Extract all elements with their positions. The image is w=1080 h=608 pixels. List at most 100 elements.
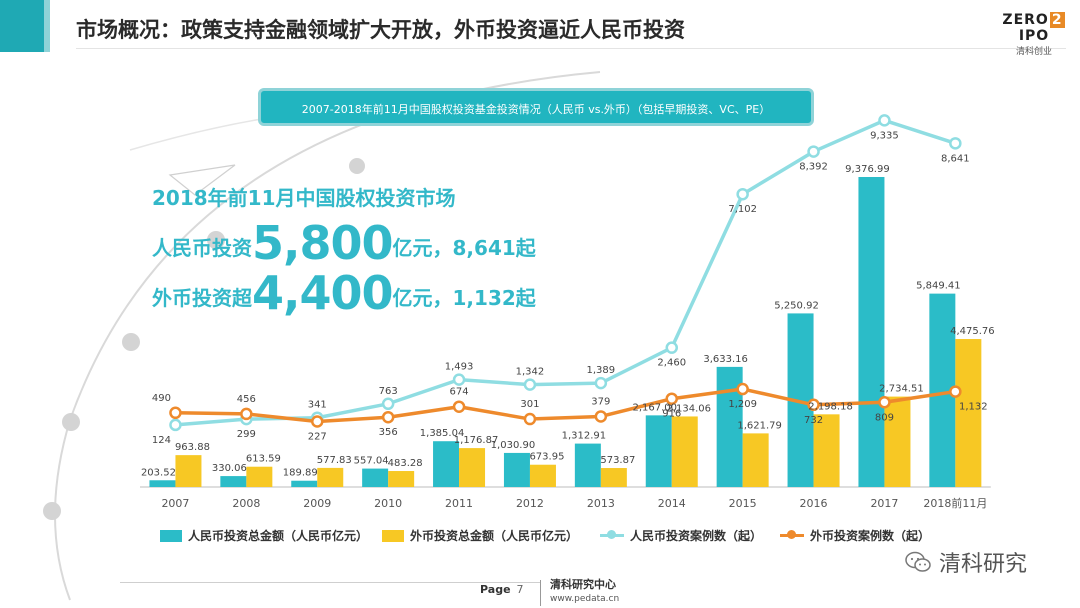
rmb-deals-line [175,118,956,427]
fx-highlight-suffix: 亿元，1,132起 [392,286,536,310]
rmb-deals-point [807,145,820,158]
rmb-deals-point [594,376,608,390]
data-label-fx-deals: 490 [152,393,171,404]
bar-rmb-amount [858,177,885,487]
rmb-highlight-prefix: 人民币投资 [152,236,252,260]
footer-org: 清科研究中心 www.pedata.cn [550,578,619,606]
bar-rmb-amount [433,441,460,487]
bar-fx-amount [600,468,627,487]
data-label-fx-amount: 673.95 [529,452,564,463]
title-accent-bar [0,0,44,52]
fx-deals-point [240,407,253,421]
data-label-fx-deals: 1,132 [959,402,988,413]
bar-rmb-amount [574,443,601,487]
data-label-rmb-deals: 7,102 [728,204,757,215]
bar-rmb-amount [362,468,389,487]
fx-deals-point [807,398,820,412]
data-label-fx-deals: 379 [591,396,610,407]
data-label-fx-amount: 1,621.79 [737,420,782,431]
legend-label-fx-deals: 外币投资案例数（起） [810,529,931,543]
bar-rmb-amount [149,480,176,487]
x-tick-label: 2008 [232,497,260,510]
logo-subtitle: 清科创业 [1015,47,1052,57]
data-label-fx-deals: 1,209 [728,399,757,410]
title-divider [76,48,1066,49]
legend-label-rmb-deals: 人民币投资案例数（起） [630,529,763,543]
data-label-rmb-deals: 124 [152,435,171,446]
wechat-icon [905,551,931,572]
highlight-headline: 2018年前11月中国股权投资市场 [152,186,456,210]
data-label-rmb-amount: 2,167.00 [632,402,677,413]
logo-brand-mid: 2 [1049,12,1065,28]
bar-fx-amount [459,448,486,487]
fx-deals-point [878,396,891,409]
legend-item-fx-amount: 外币投资总金额（人民币亿元） [382,527,578,544]
data-label-fx-deals: 674 [450,387,469,398]
data-label-rmb-deals: 8,641 [941,153,970,164]
rmb-deals-point [381,397,395,411]
bar-fx-amount [175,455,202,487]
x-tick-label: 2011 [445,497,473,510]
data-label-rmb-deals: 1,493 [445,362,474,373]
legend-item-rmb-deals: 人民币投资案例数（起） [600,527,762,544]
data-label-rmb-deals: 9,335 [870,130,899,141]
x-tick-label: 2007 [161,497,189,510]
x-tick-label: 2009 [303,497,331,510]
data-label-rmb-deals: 763 [379,386,398,397]
fx-deals-point [665,392,678,405]
fx-deals-point [311,415,324,428]
bar-fx-amount [388,471,415,487]
fx-deals-point [169,406,182,420]
fx-highlight-value: 4,400 [252,266,394,320]
x-tick-label: 2018前11月 [923,496,987,510]
bar-rmb-amount [645,415,672,487]
bar-rmb-amount [220,476,247,487]
x-tick-label: 2013 [587,497,615,510]
bar-fx-amount [955,339,982,487]
page-title: 市场概况：政策支持金融领域扩大开放，外币投资逼近人民币投资 [76,18,685,42]
legend-swatch-rmb-deals [600,530,624,539]
data-label-rmb-amount: 5,250.92 [774,300,819,311]
page-number: 7 [516,583,524,596]
data-label-rmb-deals: 1,342 [516,367,545,378]
x-tick-label: 2016 [800,497,828,510]
data-label-fx-deals: 356 [379,427,398,438]
data-label-fx-amount: 573.87 [600,455,635,466]
logo-brand-pre: ZERO [1002,12,1049,28]
title-accent-bar-light [44,0,50,52]
x-tick-label: 2012 [516,497,544,510]
data-label-fx-amount: 613.59 [246,454,281,465]
legend-swatch-rmb-amount [160,529,182,542]
data-label-fx-deals: 456 [237,394,256,405]
data-label-fx-amount: 1,176.87 [454,435,499,446]
legend-item-rmb-amount: 人民币投资总金额（人民币亿元） [160,527,368,544]
data-label-fx-deals: 732 [804,415,823,426]
legend-item-fx-deals: 外币投资案例数（起） [780,527,930,544]
data-label-rmb-deals: 299 [237,429,256,440]
data-label-rmb-deals: 1,389 [587,365,616,376]
fx-deals-point [381,410,395,424]
bar-fx-amount [671,416,698,487]
data-label-rmb-amount: 1,385.04 [420,428,465,439]
data-label-rmb-deals: 341 [308,400,327,411]
logo-brand: ZERO 2IPO [994,12,1074,44]
fx-deals-point [594,410,608,423]
data-label-rmb-amount: 189.89 [283,468,318,479]
x-tick-label: 2017 [870,497,898,510]
page-indicator: Page 7 [480,583,524,596]
bar-rmb-amount [291,480,318,487]
data-label-fx-deals: 809 [875,412,894,423]
rmb-deals-point [523,378,537,391]
data-label-rmb-deals: 2,460 [657,358,686,369]
data-label-rmb-amount: 203.52 [141,467,176,478]
rmb-deals-point [949,137,962,150]
rmb-highlight-suffix: 亿元，8,641起 [392,236,536,260]
data-label-rmb-amount: 3,633.16 [703,354,748,365]
bar-fx-amount [529,464,556,487]
data-label-fx-deals: 916 [662,409,681,420]
data-label-fx-amount: 577.83 [317,455,352,466]
footer-separator [540,580,541,606]
rmb-deals-point [878,114,891,127]
footer-org-url: www.pedata.cn [550,594,620,604]
chart-banner: 2007-2018年前11月中国股权投资基金投资情况（人民币 vs.外币）（包括… [258,88,814,126]
